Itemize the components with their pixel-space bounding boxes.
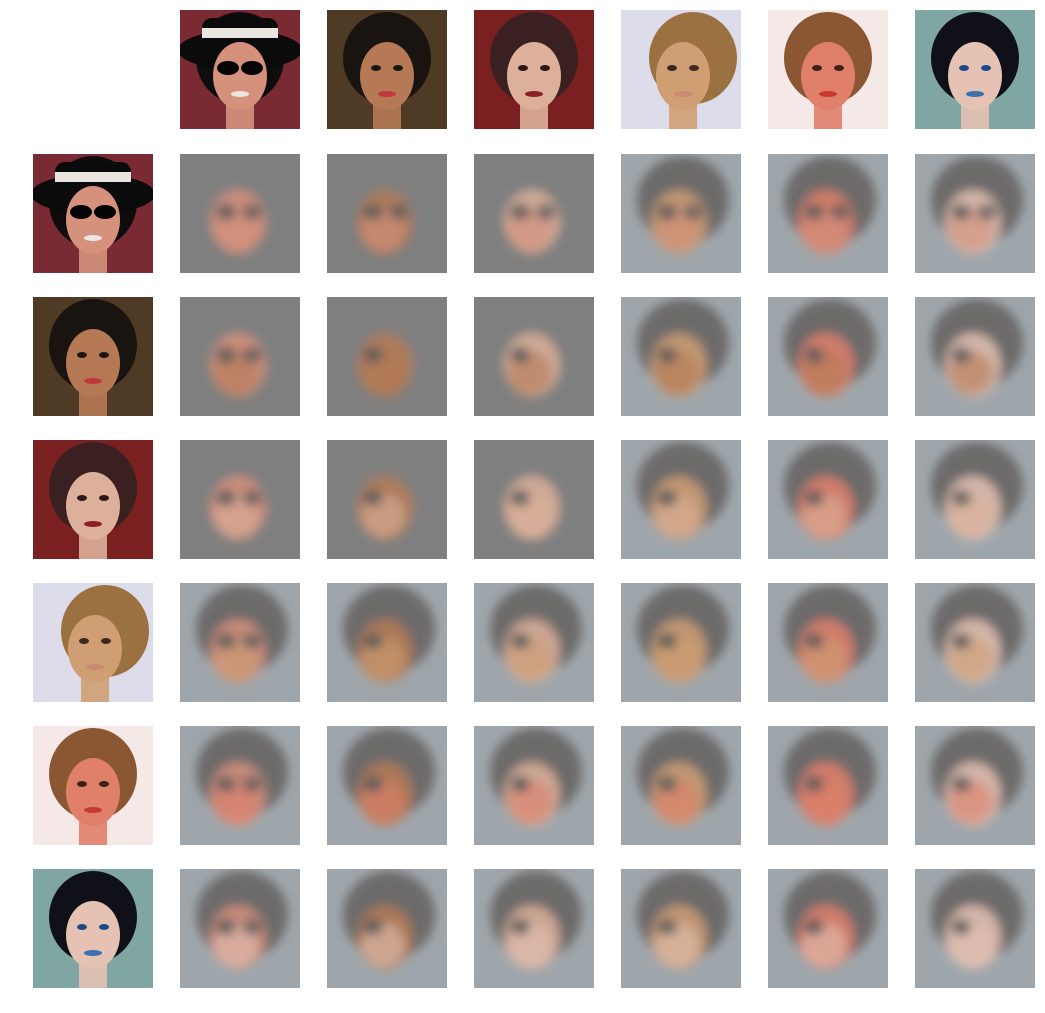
generated-face-image-r4-c3 bbox=[474, 583, 594, 702]
generated-face-image-r5-c6 bbox=[915, 726, 1035, 845]
generated-face-image-r6-c1 bbox=[180, 869, 300, 988]
header-face-image-row-4 bbox=[33, 583, 153, 702]
header-face-image-row-3 bbox=[33, 440, 153, 559]
generated-face-image-r1-c5 bbox=[768, 154, 888, 273]
generated-face-image-r2-c6 bbox=[915, 297, 1035, 416]
generated-face-image-r2-c2 bbox=[327, 297, 447, 416]
header-face-image-col-2 bbox=[327, 10, 447, 129]
generated-face-image-r4-c2 bbox=[327, 583, 447, 702]
generated-face-image-r2-c3 bbox=[474, 297, 594, 416]
generated-face-image-r4-c6 bbox=[915, 583, 1035, 702]
generated-face-image-r3-c4 bbox=[621, 440, 741, 559]
generated-face-image-r3-c1 bbox=[180, 440, 300, 559]
header-face-image-col-4 bbox=[621, 10, 741, 129]
generated-face-image-r5-c4 bbox=[621, 726, 741, 845]
generated-face-image-r2-c5 bbox=[768, 297, 888, 416]
generated-face-image-r5-c5 bbox=[768, 726, 888, 845]
header-face-image-row-5 bbox=[33, 726, 153, 845]
generated-face-image-r6-c2 bbox=[327, 869, 447, 988]
generated-face-image-r6-c3 bbox=[474, 869, 594, 988]
generated-face-image-r1-c6 bbox=[915, 154, 1035, 273]
header-face-image-row-1 bbox=[33, 154, 153, 273]
generated-face-image-r3-c2 bbox=[327, 440, 447, 559]
generated-face-image-r6-c5 bbox=[768, 869, 888, 988]
header-face-image-col-3 bbox=[474, 10, 594, 129]
header-face-image-col-6 bbox=[915, 10, 1035, 129]
generated-face-image-r4-c1 bbox=[180, 583, 300, 702]
generated-face-image-r4-c5 bbox=[768, 583, 888, 702]
generated-face-image-r3-c5 bbox=[768, 440, 888, 559]
generated-face-image-r6-c6 bbox=[915, 869, 1035, 988]
generated-face-image-r5-c2 bbox=[327, 726, 447, 845]
generated-face-image-r1-c2 bbox=[327, 154, 447, 273]
header-face-image-row-2 bbox=[33, 297, 153, 416]
generated-face-image-r5-c3 bbox=[474, 726, 594, 845]
generated-face-image-r2-c4 bbox=[621, 297, 741, 416]
generated-face-image-r1-c3 bbox=[474, 154, 594, 273]
generated-face-image-r5-c1 bbox=[180, 726, 300, 845]
generated-face-image-r2-c1 bbox=[180, 297, 300, 416]
generated-face-image-r6-c4 bbox=[621, 869, 741, 988]
header-face-image-col-1 bbox=[180, 10, 300, 129]
header-face-image-col-5 bbox=[768, 10, 888, 129]
header-face-image-row-6 bbox=[33, 869, 153, 988]
generated-face-image-r1-c4 bbox=[621, 154, 741, 273]
generated-face-image-r1-c1 bbox=[180, 154, 300, 273]
generated-face-image-r4-c4 bbox=[621, 583, 741, 702]
generated-face-image-r3-c6 bbox=[915, 440, 1035, 559]
generated-face-image-r3-c3 bbox=[474, 440, 594, 559]
